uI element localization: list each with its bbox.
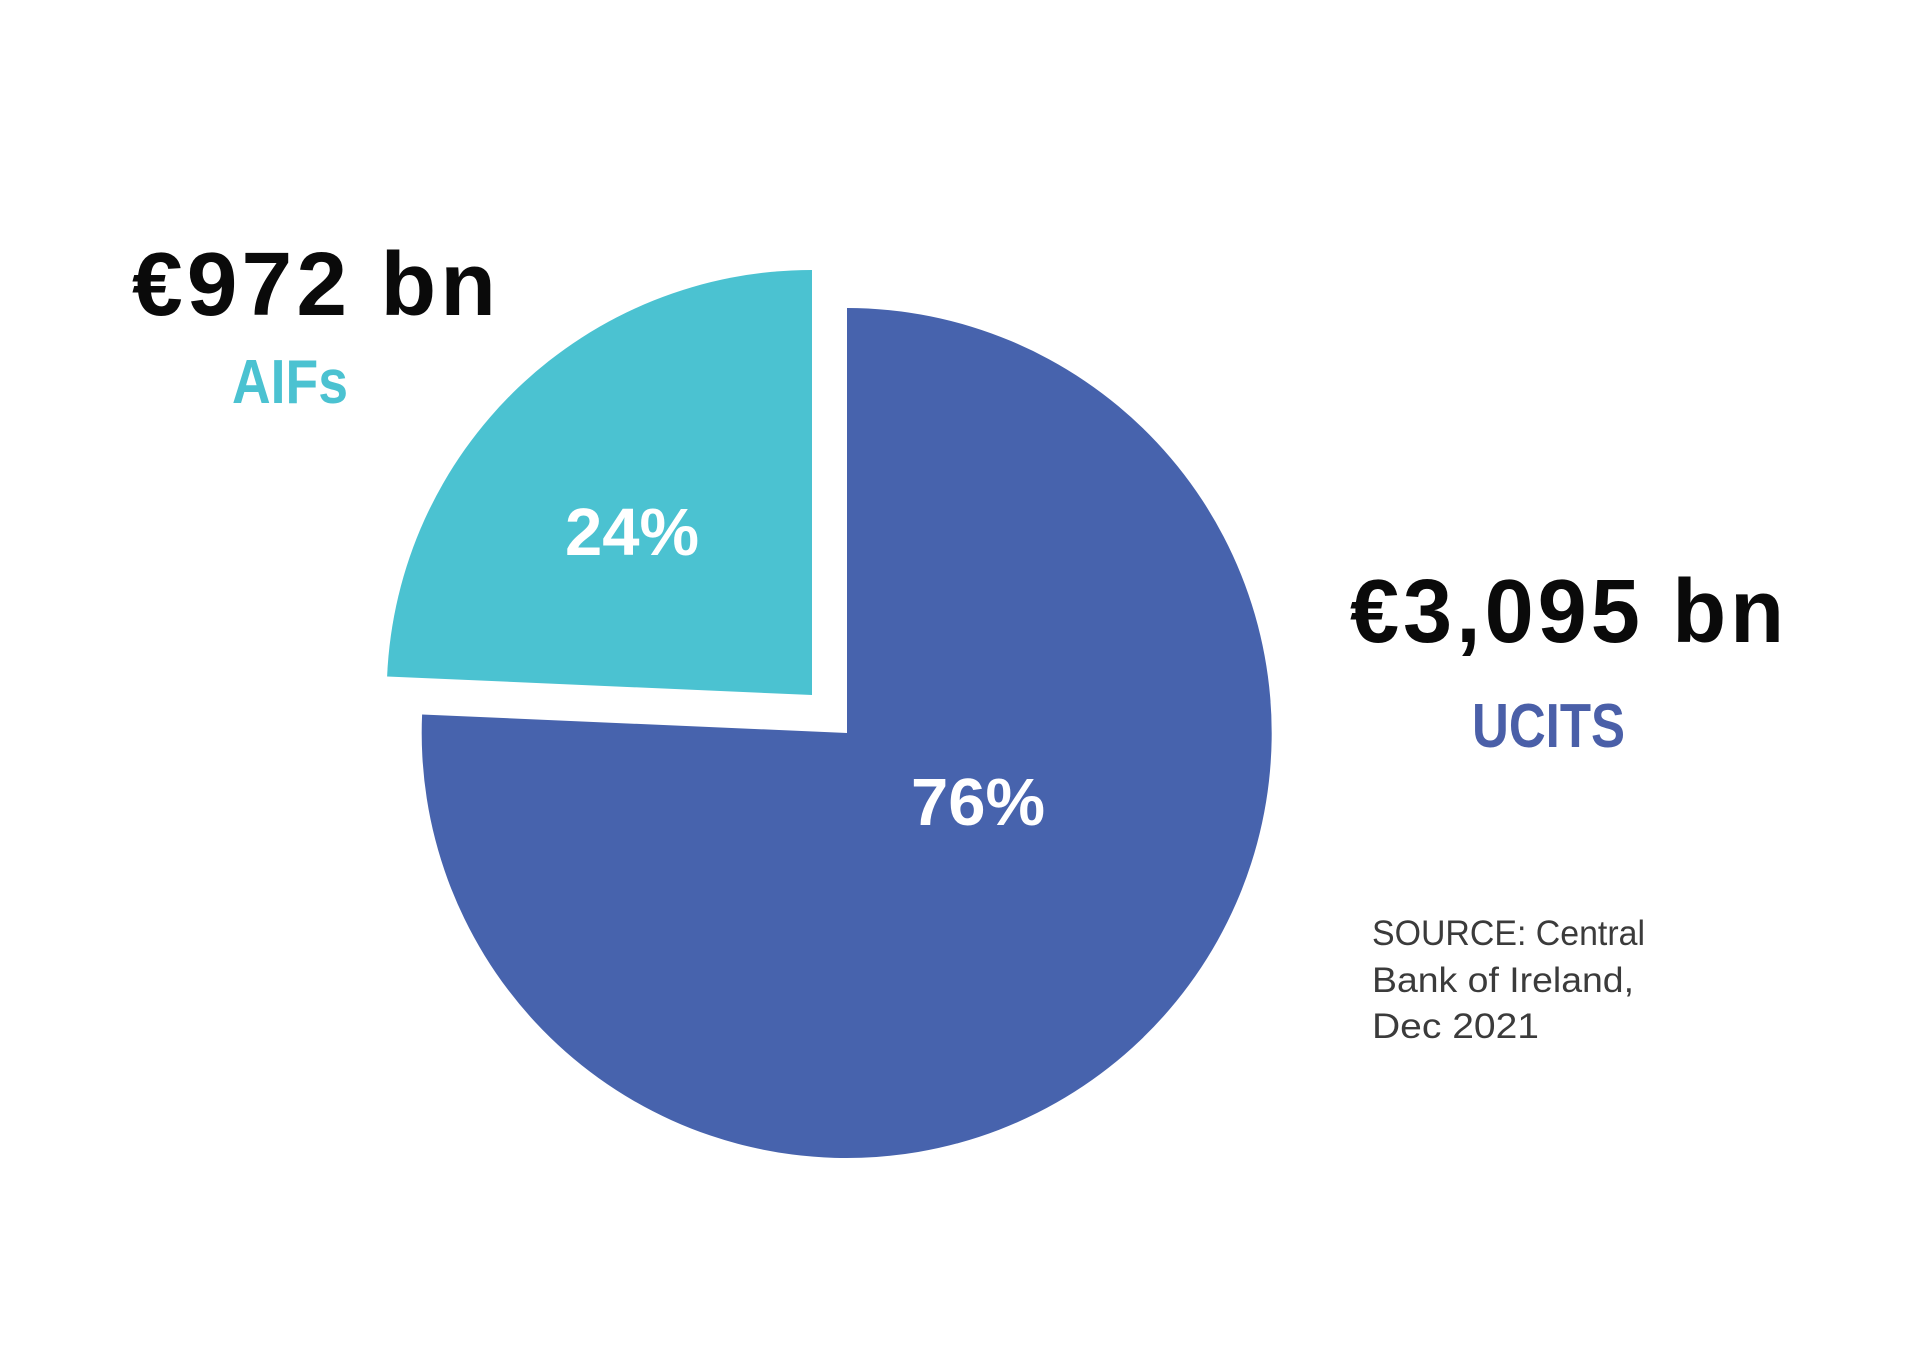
source-note: SOURCE: Central Bank of Ireland, Dec 202… bbox=[1372, 914, 1645, 1046]
aifs-amount-label: €972 bn bbox=[132, 235, 500, 335]
ucits-amount-label: €3,095 bn bbox=[1350, 562, 1788, 662]
pie-slice-aifs bbox=[387, 269, 812, 695]
aifs-category-label: AIFs bbox=[232, 348, 348, 417]
aifs-percent-label: 24% bbox=[565, 495, 699, 570]
source-line-1: SOURCE: Central bbox=[1372, 914, 1645, 953]
pie-slice-ucits bbox=[421, 308, 1272, 1158]
source-line-2: Bank of Ireland, bbox=[1372, 961, 1634, 1000]
ucits-percent-label: 76% bbox=[911, 765, 1045, 840]
ucits-category-label: UCITS bbox=[1472, 692, 1625, 761]
source-line-3: Dec 2021 bbox=[1372, 1007, 1539, 1046]
